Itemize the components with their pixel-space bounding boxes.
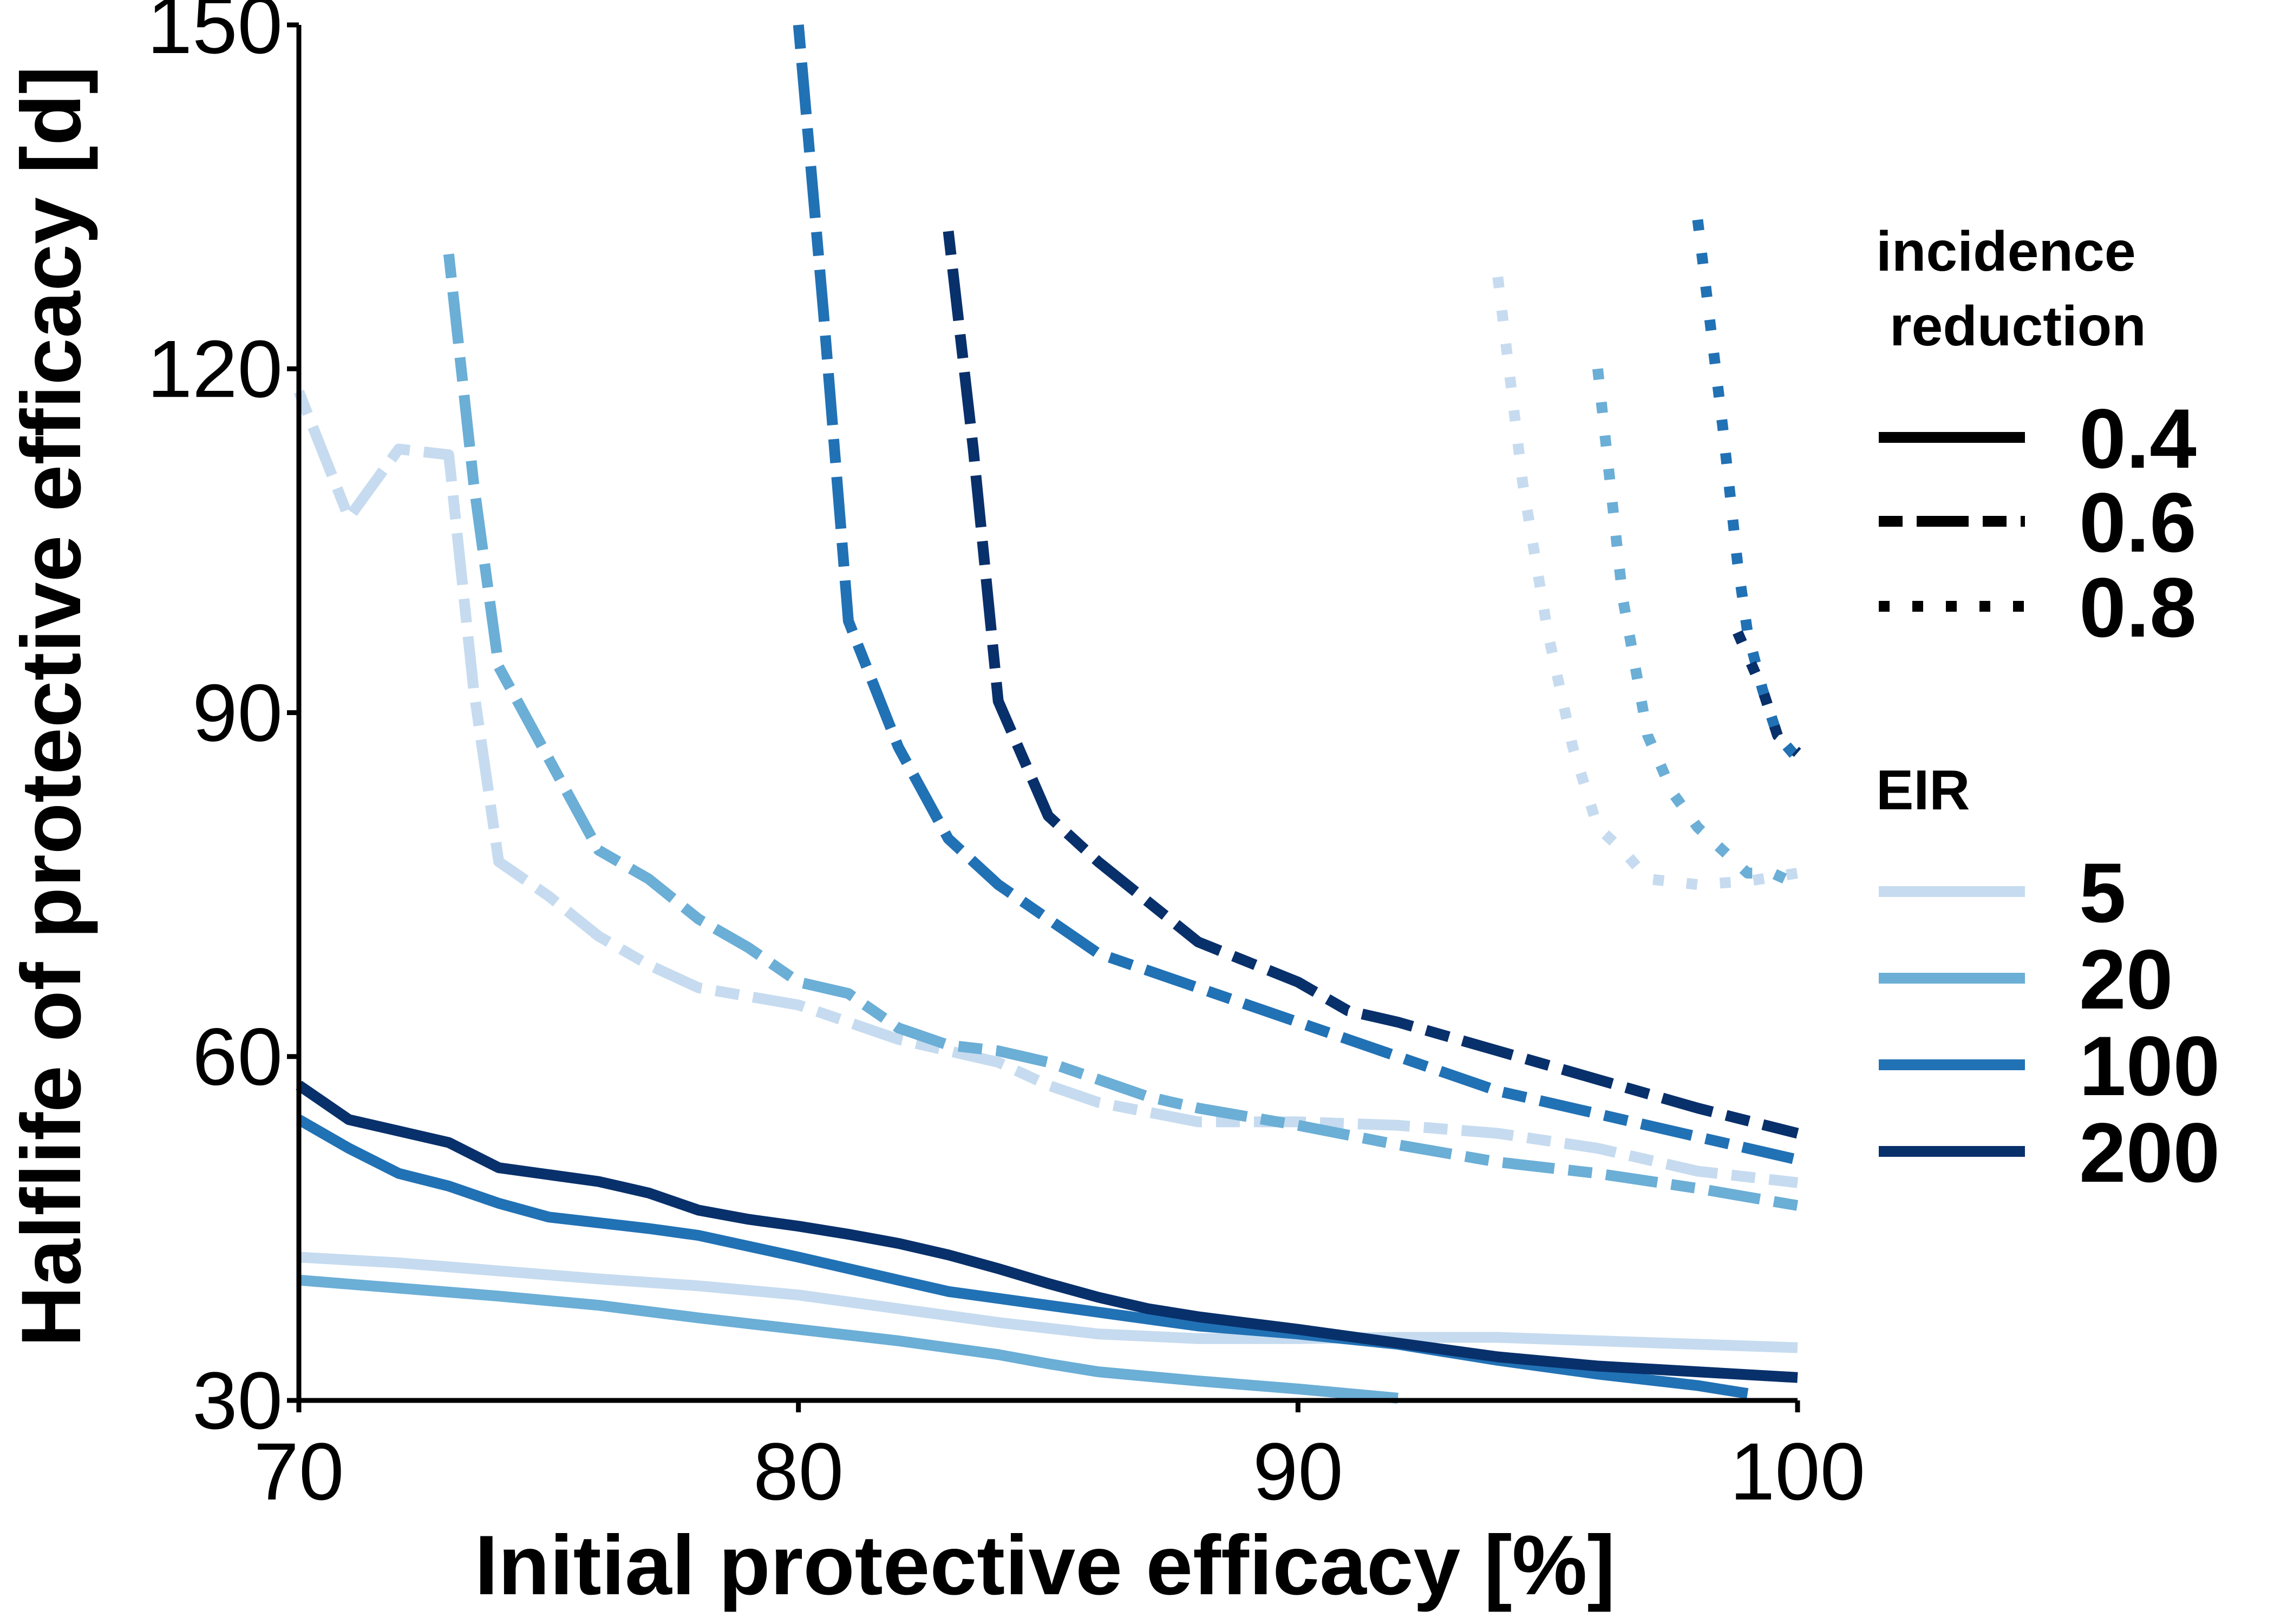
x-tick-label: 90	[1253, 1426, 1343, 1517]
x-tick-label: 100	[1730, 1426, 1865, 1517]
series-line-eir-100-reduction-0.6	[793, 24, 1799, 1165]
legend-label-linetype: 0.6	[2079, 476, 2197, 570]
x-axis-title: Initial protective efficacy [%]	[475, 1518, 1616, 1613]
series-line-eir-200-reduction-0.4	[296, 1081, 1798, 1383]
y-axis-title: Halflife of protective efficacy [d]	[4, 66, 99, 1347]
x-tick-label: 80	[753, 1426, 844, 1517]
series-line-eir-20-reduction-0.4	[298, 1274, 1399, 1404]
legend-label-eir: 5	[2079, 846, 2126, 940]
linetype-legend-title-line2: reduction	[1890, 295, 2146, 358]
x-tick-label: 70	[254, 1426, 344, 1517]
y-tick-label: 120	[147, 323, 283, 414]
axes: 70 80 90 100 30 60 90 120 150	[147, 0, 1865, 1517]
legend: incidence reduction 0.40.60.8 EIR 520100…	[1876, 220, 2220, 1200]
linetype-legend: 0.40.60.8	[1879, 392, 2197, 655]
series-line-eir-20-reduction-0.8	[1592, 368, 1800, 890]
series-line-eir-5-reduction-0.8	[1492, 276, 1799, 890]
y-tick-label: 60	[192, 1011, 283, 1102]
series-line-eir-20-reduction-0.6	[443, 253, 1799, 1211]
legend-label-linetype: 0.8	[2079, 561, 2197, 655]
y-tick-label: 90	[192, 667, 283, 758]
series-line-eir-5-reduction-0.4	[298, 1252, 1798, 1353]
series-line-eir-100-reduction-0.8	[1692, 219, 1802, 762]
legend-label-eir: 200	[2079, 1106, 2220, 1200]
series-line-eir-5-reduction-0.6	[293, 389, 1799, 1188]
x-ticks: 70 80 90 100	[254, 1400, 1865, 1517]
linetype-legend-title-line1: incidence	[1876, 220, 2136, 283]
plot-lines	[293, 24, 1802, 1404]
series-line-eir-200-reduction-0.6	[943, 231, 1799, 1139]
y-tick-label: 30	[192, 1355, 283, 1446]
legend-label-eir: 20	[2079, 933, 2173, 1027]
y-ticks: 30 60 90 120 150	[147, 0, 299, 1446]
y-tick-label: 150	[147, 0, 283, 70]
legend-label-linetype: 0.4	[2079, 392, 2197, 486]
color-legend-title: EIR	[1876, 759, 1970, 822]
legend-label-eir: 100	[2079, 1019, 2220, 1114]
